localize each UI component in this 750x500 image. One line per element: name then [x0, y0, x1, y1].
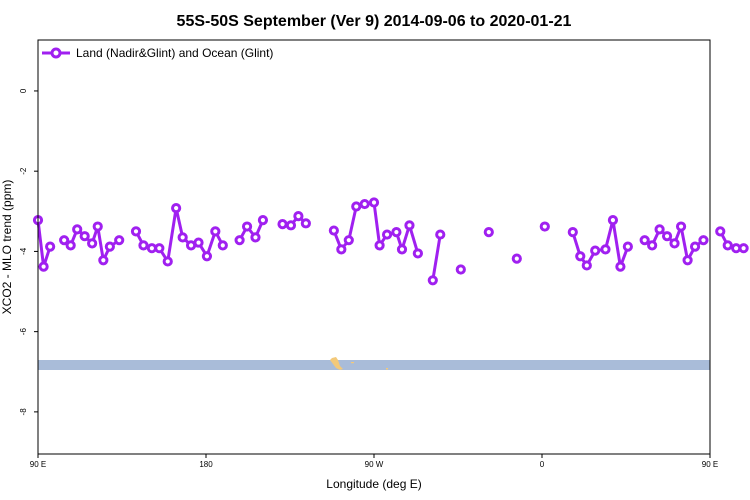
data-point	[698, 235, 709, 246]
x-axis-ticks: 90 E 180 90 W 0 90 E	[30, 454, 718, 469]
x-tick-label: 90 E	[702, 460, 718, 469]
data-point	[539, 221, 550, 232]
data-point	[177, 232, 188, 243]
data-point	[104, 241, 115, 252]
data-point	[92, 221, 103, 232]
data-point	[293, 211, 304, 222]
data-point	[590, 245, 601, 256]
land-mark	[330, 357, 343, 370]
land-mark	[351, 362, 354, 364]
data-point	[575, 251, 586, 262]
x-tick-label: 90 W	[365, 460, 384, 469]
data-point	[661, 231, 673, 242]
data-point	[359, 198, 370, 210]
series-line	[431, 234, 442, 281]
data-point	[600, 244, 611, 255]
data-point	[581, 260, 592, 271]
data-point	[201, 251, 213, 262]
x-tick-label: 90 E	[30, 460, 46, 469]
data-point	[250, 232, 261, 243]
data-point	[511, 253, 522, 264]
data-point	[72, 224, 83, 235]
legend-marker	[50, 47, 62, 59]
y-tick-label: -6	[19, 328, 28, 336]
data-point	[715, 226, 726, 237]
data-point	[682, 255, 693, 266]
data-point	[328, 225, 339, 236]
data-point	[483, 227, 494, 238]
data-point	[615, 261, 626, 272]
y-axis-label: XCO2 - MLO trend (ppm)	[0, 180, 14, 315]
data-point	[427, 275, 438, 286]
chart-title: 55S-50S September (Ver 9) 2014-09-06 to …	[177, 13, 572, 30]
data-point	[138, 240, 149, 251]
data-point	[38, 261, 49, 272]
ocean-band	[38, 360, 710, 370]
data-point	[738, 243, 749, 254]
legend: Land (Nadir&Glint) and Ocean (Glint)	[42, 46, 273, 60]
x-axis-label: Longitude (deg E)	[326, 477, 421, 491]
x-tick-label: 0	[540, 460, 545, 469]
data-point	[351, 201, 362, 212]
data-point	[336, 244, 347, 255]
data-point	[285, 220, 297, 231]
data-point	[79, 231, 90, 242]
data-point	[455, 264, 466, 275]
data-point	[396, 244, 408, 255]
x-tick-label: 180	[199, 460, 213, 469]
data-point	[193, 237, 204, 248]
data-point	[654, 224, 665, 235]
data-point	[368, 197, 380, 208]
data-point	[622, 241, 633, 252]
y-tick-label: 0	[19, 88, 28, 93]
y-axis-ticks: 0 -2 -4 -6 -8	[19, 88, 38, 415]
y-tick-label: -4	[19, 247, 28, 255]
data-point	[45, 241, 56, 252]
data-point	[374, 240, 385, 251]
data-point	[607, 215, 619, 226]
series-line	[238, 219, 265, 241]
data-point	[689, 241, 701, 252]
data-point	[300, 218, 311, 229]
series-layer	[32, 197, 749, 286]
y-tick-label: -8	[19, 408, 28, 416]
data-point	[130, 226, 142, 237]
data-point	[59, 235, 70, 246]
data-point	[277, 219, 288, 230]
data-point	[567, 227, 578, 238]
legend-label: Land (Nadir&Glint) and Ocean (Glint)	[76, 46, 273, 60]
data-point	[210, 226, 221, 237]
data-point	[412, 248, 423, 259]
data-point	[639, 235, 650, 246]
latitude-band	[38, 357, 710, 370]
land-mark	[386, 368, 388, 370]
plot-frame	[37, 39, 711, 455]
data-point	[675, 221, 687, 232]
data-point	[234, 235, 245, 246]
data-point	[343, 235, 354, 246]
data-point	[435, 229, 446, 240]
data-point	[87, 238, 98, 249]
data-point	[114, 235, 125, 246]
data-point	[98, 255, 109, 266]
data-point	[65, 240, 76, 251]
data-point	[257, 215, 269, 226]
y-tick-label: -2	[19, 167, 28, 175]
data-point	[381, 229, 393, 240]
data-point	[669, 238, 680, 249]
data-point	[404, 220, 415, 231]
data-point	[722, 240, 733, 251]
data-point	[171, 202, 182, 214]
data-point	[162, 256, 173, 267]
data-point	[647, 240, 658, 251]
data-point	[391, 227, 402, 238]
data-point	[241, 221, 253, 232]
data-point	[217, 240, 228, 251]
data-point	[154, 243, 165, 254]
